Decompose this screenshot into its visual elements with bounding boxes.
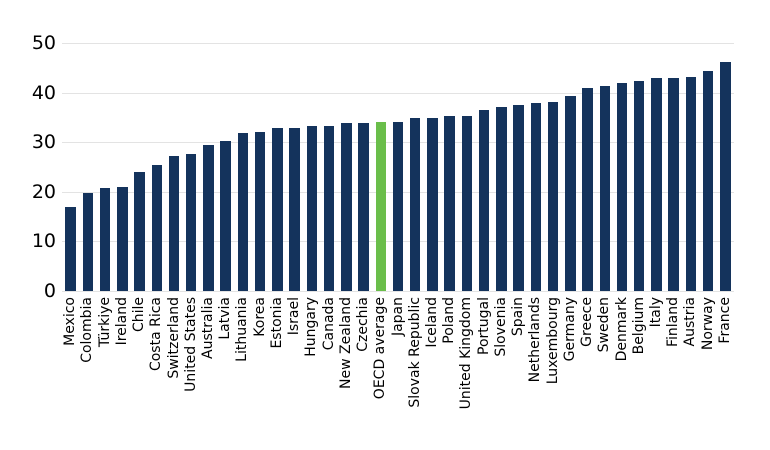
bar-estonia: [272, 128, 283, 291]
x-axis-label-norway: Norway: [699, 297, 716, 351]
x-axis-label-iceland: Iceland: [423, 297, 440, 348]
y-tick-label-30: 30: [31, 131, 56, 154]
bar-new-zealand: [341, 123, 352, 291]
x-axis-label-poland: Poland: [441, 297, 458, 344]
x-axis-label-greece: Greece: [579, 297, 596, 347]
bar-denmark: [616, 83, 628, 291]
bar-luxembourg: [547, 101, 559, 291]
x-axis-label-estonia: Estonia: [268, 297, 285, 349]
bar-austria: [685, 77, 697, 291]
x-axis-label-ireland: Ireland: [113, 297, 130, 346]
x-axis-label-lithuania: Lithuania: [234, 297, 251, 362]
x-axis-label-australia: Australia: [199, 297, 216, 359]
bar-ireland: [117, 187, 128, 291]
x-axis-label-hungary: Hungary: [303, 297, 320, 357]
bar-france: [720, 62, 731, 291]
bar-finland: [668, 77, 679, 291]
x-axis-label-belgium: Belgium: [630, 297, 647, 355]
x-axis-label-costa-rica: Costa Rica: [148, 297, 165, 372]
x-axis-label-france: France: [716, 297, 733, 344]
bar-australia: [203, 144, 214, 291]
bar-greece: [582, 87, 593, 291]
bar-slovak-republic: [409, 118, 421, 291]
y-tick-label-40: 40: [31, 81, 56, 104]
x-axis-label-t-rkiye: Türkiye: [96, 297, 113, 348]
x-axis-label-slovenia: Slovenia: [492, 297, 509, 357]
x-axis-label-united-kingdom: United Kingdom: [458, 297, 475, 410]
bar-colombia: [82, 193, 94, 291]
bar-czechia: [358, 122, 369, 291]
x-axis-label-chile: Chile: [131, 297, 148, 333]
bar-israel: [289, 127, 300, 291]
bar-slovenia: [496, 107, 507, 291]
x-axis-label-israel: Israel: [286, 297, 303, 336]
x-axis-label-colombia: Colombia: [79, 297, 96, 363]
gridline-0: [62, 291, 734, 292]
bar-netherlands: [530, 102, 542, 291]
x-axis-label-oecd-average: OECD average: [372, 297, 389, 400]
bar-lithuania: [237, 132, 249, 291]
bar-canada: [323, 126, 335, 291]
y-tick-label-0: 0: [43, 280, 56, 302]
bar-germany: [565, 96, 576, 291]
x-axis-label-czechia: Czechia: [355, 297, 372, 352]
x-axis-label-canada: Canada: [320, 297, 337, 351]
x-axis-label-italy: Italy: [647, 297, 664, 328]
bar-latvia: [220, 141, 231, 291]
x-axis-label-spain: Spain: [510, 297, 527, 337]
bar-korea: [254, 132, 266, 291]
x-axis-label-mexico: Mexico: [62, 297, 79, 346]
x-axis-label-switzerland: Switzerland: [165, 297, 182, 379]
x-axis-label-japan: Japan: [389, 297, 406, 337]
bar-spain: [513, 105, 524, 291]
x-axis-label-austria: Austria: [682, 297, 699, 347]
bar-oecd-average: [375, 122, 387, 291]
x-axis-label-latvia: Latvia: [217, 297, 234, 340]
bar-iceland: [427, 117, 438, 291]
bar-sweden: [599, 86, 611, 291]
x-axis-label-denmark: Denmark: [613, 297, 630, 362]
bar-chile: [134, 172, 145, 291]
bar-portugal: [478, 110, 490, 291]
bar-united-kingdom: [461, 115, 473, 291]
bar-italy: [651, 78, 662, 291]
y-tick-label-20: 20: [31, 180, 56, 203]
gridline-40: [62, 92, 734, 94]
y-tick-label-50: 50: [31, 32, 56, 54]
x-axis-label-luxembourg: Luxembourg: [544, 297, 561, 385]
bar-mexico: [65, 207, 76, 291]
bar-switzerland: [168, 156, 180, 291]
x-axis-label-united-states: United States: [182, 297, 199, 392]
bar-belgium: [633, 80, 645, 291]
bar-poland: [444, 116, 455, 291]
x-axis-label-finland: Finland: [665, 297, 682, 348]
bar-united-states: [185, 153, 197, 291]
x-axis-label-portugal: Portugal: [475, 297, 492, 355]
x-axis-label-new-zealand: New Zealand: [337, 297, 354, 389]
x-axis-label-netherlands: Netherlands: [527, 297, 544, 383]
bar-t-rkiye: [99, 187, 111, 291]
bar-norway: [702, 71, 714, 291]
bar-costa-rica: [151, 164, 163, 291]
x-axis-label-korea: Korea: [251, 297, 268, 337]
gridline-50: [62, 43, 734, 44]
bar-japan: [392, 121, 404, 291]
bar-hungary: [306, 126, 318, 291]
x-axis-label-slovak-republic: Slovak Republic: [406, 297, 423, 408]
y-tick-label-10: 10: [31, 230, 56, 253]
x-axis-label-germany: Germany: [561, 297, 578, 362]
x-axis-label-sweden: Sweden: [596, 297, 613, 353]
